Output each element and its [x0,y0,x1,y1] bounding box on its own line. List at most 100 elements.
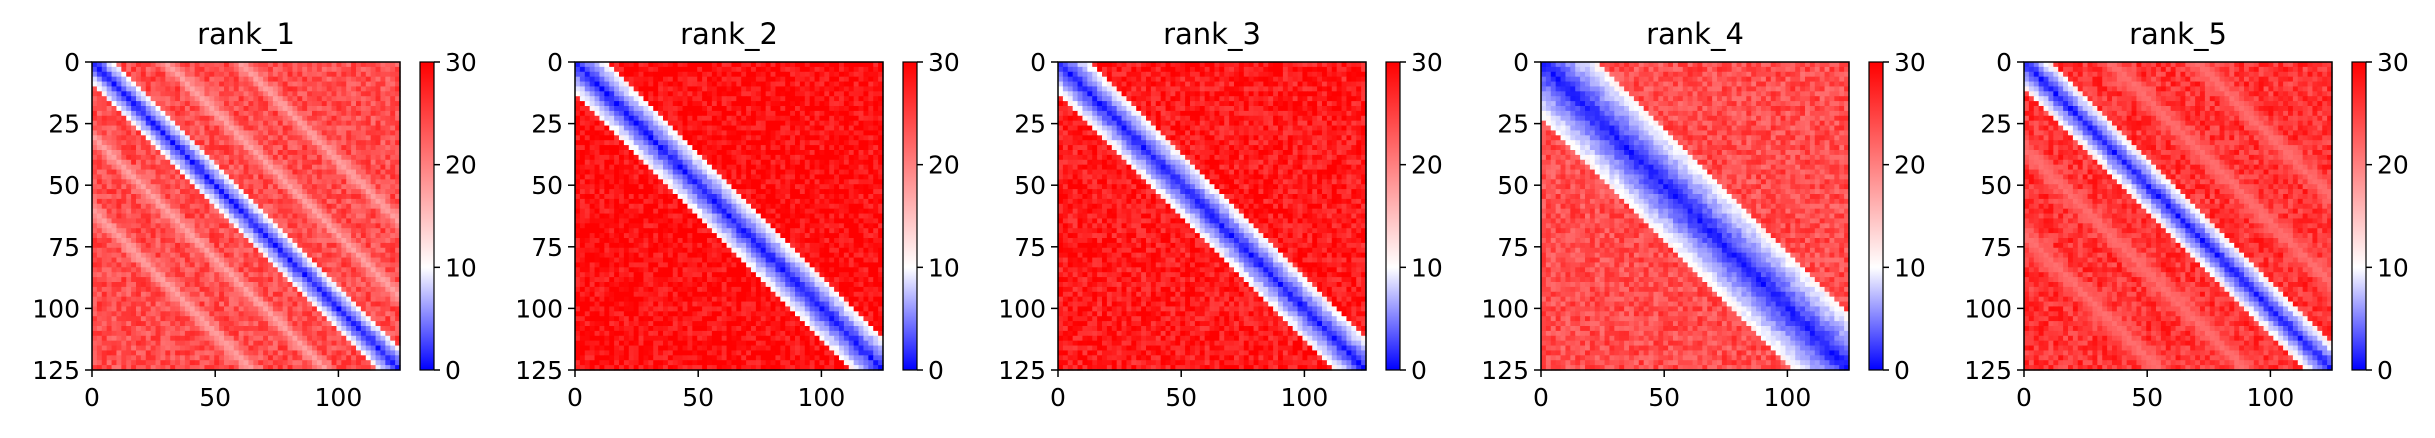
heatmap-cell [214,252,220,259]
heatmap-cell [101,76,108,83]
heatmap-cell [170,321,176,327]
heatmap-cell [155,345,162,352]
heatmap-cell [272,86,279,92]
heatmap-cell [258,306,264,312]
heatmap-cell [101,203,108,210]
heatmap-cell [194,306,201,312]
heatmap-cell [731,106,737,112]
heatmap-cell [228,282,235,288]
heatmap-cell [390,110,396,117]
heatmap-cell [677,66,684,73]
heatmap-cell [375,159,382,166]
heatmap-cell [346,345,352,352]
heatmap-cell [746,135,752,141]
y-tick-label: 125 [32,356,80,385]
heatmap-cell [848,101,855,107]
heatmap-cell [390,154,396,161]
heatmap-cell [356,301,362,308]
heatmap-cell [214,277,220,283]
heatmap-cell [628,120,635,127]
heatmap-cell [292,335,298,342]
heatmap-cell [302,311,308,317]
heatmap-cell [145,213,152,220]
heatmap-cell [341,277,347,283]
heatmap-cell [263,311,269,317]
heatmap-cell [219,301,225,308]
heatmap-cell [687,115,693,122]
heatmap-cell [180,159,186,166]
heatmap-cell [160,262,166,268]
heatmap-cell [297,159,303,166]
heatmap-cell [136,316,142,322]
heatmap-cell [116,174,122,180]
heatmap-cell [316,233,323,239]
heatmap-cell [321,213,328,220]
heatmap-cell [233,228,240,234]
heatmap-cell [116,81,122,88]
heatmap-cell [258,286,264,293]
heatmap-cell [170,125,176,132]
heatmap-cell [829,86,835,92]
heatmap-cell [716,101,723,107]
heatmap-cell [155,355,162,361]
heatmap-cell [628,71,635,78]
heatmap-cell [653,62,659,68]
heatmap-cell [307,135,313,141]
heatmap-cell [385,345,391,352]
heatmap-cell [140,76,147,83]
heatmap-cell [268,238,274,244]
heatmap-cell [194,189,201,195]
heatmap-cell [228,277,235,283]
heatmap-cell [101,228,108,234]
heatmap-cell [380,145,386,151]
heatmap-cell [140,306,147,312]
heatmap-cell [184,130,191,136]
heatmap-cell [360,198,367,205]
heatmap-cell [302,228,308,234]
heatmap-cell [204,159,210,166]
heatmap-cell [356,198,362,205]
heatmap-cell [155,335,162,342]
heatmap-cell [214,286,220,293]
heatmap-cell [268,321,274,327]
heatmap-cell [380,282,386,288]
heatmap-cell [248,321,254,327]
heatmap-cell [395,228,401,234]
heatmap-cell [341,62,347,68]
heatmap-cell [155,169,162,176]
heatmap-cell [140,110,147,117]
heatmap-cell [316,291,323,298]
heatmap-cell [321,76,328,83]
heatmap-cell [180,198,186,205]
heatmap-cell [316,179,323,185]
heatmap-cell [736,91,742,97]
heatmap-cell [106,350,113,356]
heatmap-cell [101,272,108,278]
heatmap-cell [258,125,264,132]
heatmap-cell [272,203,279,210]
heatmap-cell [302,179,308,185]
heatmap-cell [277,365,284,371]
heatmap-cell [228,340,235,347]
heatmap-cell [297,365,303,371]
heatmap-cell [145,91,152,97]
heatmap-cell [160,350,166,356]
heatmap-cell [238,321,245,327]
heatmap-cell [96,110,103,117]
heatmap-cell [848,96,855,102]
heatmap-cell [228,316,235,322]
heatmap-cell [672,135,679,141]
heatmap-cell [101,350,108,356]
heatmap-cell [297,345,303,352]
heatmap-cell [243,169,250,176]
heatmap-cell [390,238,396,244]
heatmap-cell [356,174,362,180]
heatmap-cell [390,218,396,224]
heatmap-cell [136,145,142,151]
heatmap-cell [175,145,181,151]
heatmap-cell [799,101,806,107]
heatmap-cell [326,194,333,200]
heatmap-cell [155,91,162,97]
heatmap-cell [243,184,250,190]
heatmap-cell [623,96,630,102]
